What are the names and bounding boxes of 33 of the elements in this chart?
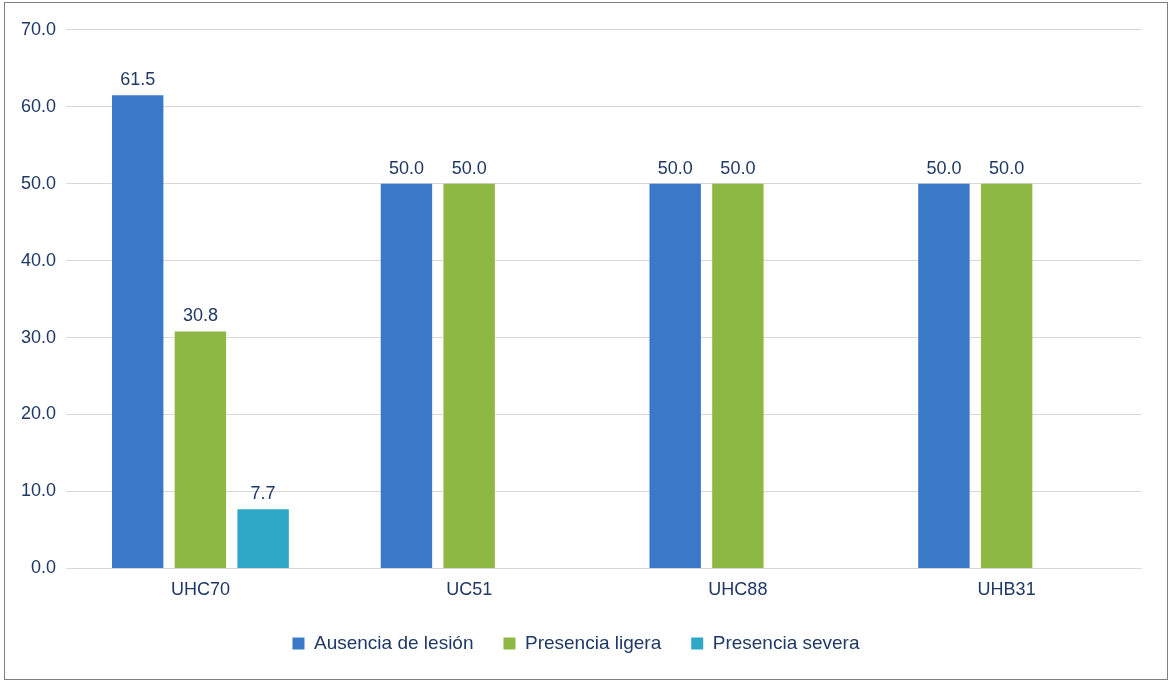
x-tick-label: UHC70 [170, 579, 230, 600]
x-tick-label: UC51 [446, 579, 493, 600]
data-label: 50.0 [926, 157, 962, 178]
data-label: 61.5 [120, 69, 156, 90]
legend-label: Ausencia de lesión [313, 631, 474, 653]
bar [980, 183, 1033, 568]
data-label: 50.0 [657, 157, 693, 178]
x-tick-label: UHC88 [708, 579, 768, 600]
y-tick-label: 20.0 [20, 403, 57, 424]
y-tick-label: 10.0 [20, 480, 57, 501]
bar [380, 183, 433, 568]
data-label: 50.0 [720, 157, 756, 178]
bar [712, 183, 764, 568]
bar [111, 95, 164, 568]
y-tick-label: 50.0 [20, 172, 57, 193]
x-tick-label: UHB31 [977, 579, 1036, 600]
y-tick-label: 70.0 [20, 18, 57, 39]
legend-label: Presencia ligera [524, 631, 662, 653]
bar [649, 183, 701, 568]
bar [237, 509, 289, 568]
bar [918, 183, 970, 568]
data-label: 7.7 [250, 483, 276, 504]
data-label: 50.0 [451, 157, 487, 178]
data-label: 50.0 [388, 157, 424, 178]
y-tick-label: 40.0 [20, 249, 57, 270]
bar [174, 331, 227, 568]
y-tick-label: 30.0 [20, 326, 57, 347]
data-label: 50.0 [989, 157, 1025, 178]
data-label: 30.8 [182, 305, 218, 326]
bar [443, 183, 495, 568]
y-tick-label: 0.0 [31, 557, 57, 578]
legend-label: Presencia severa [712, 631, 860, 653]
y-tick-label: 60.0 [20, 95, 57, 116]
